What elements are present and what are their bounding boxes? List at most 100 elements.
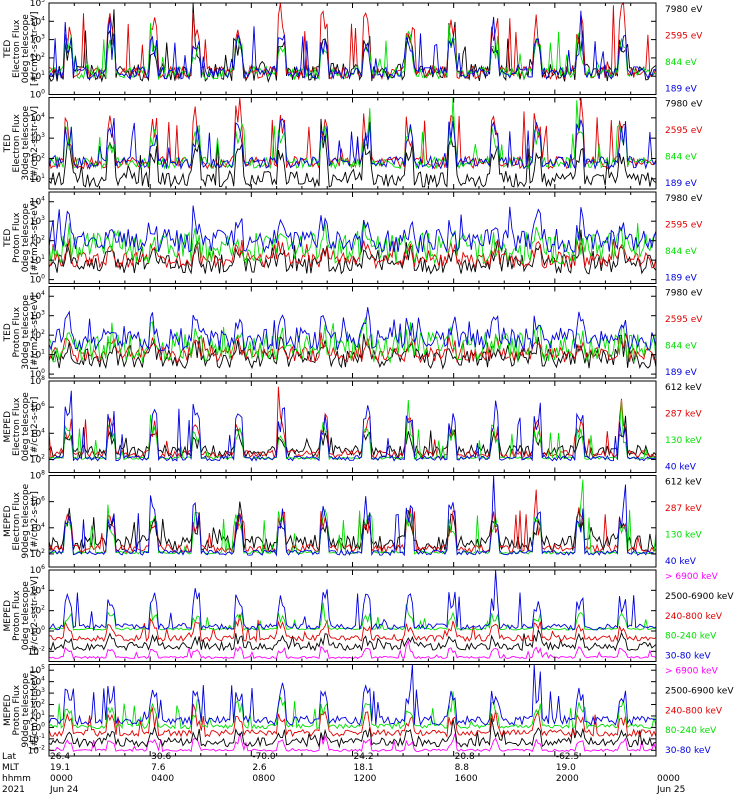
y-axis-label: MEPEDElectron Flux0deg telescope[#/cm2-s… — [3, 392, 40, 462]
footer-value: 19.1 — [50, 763, 70, 773]
footer-value: 1200 — [354, 774, 377, 784]
legend-entry: 189 eV — [665, 85, 698, 95]
y-axis-label: TEDElectron Flux0deg telescope[#/cm2-s-s… — [3, 11, 40, 86]
legend-entry: 30-80 keV — [665, 746, 711, 756]
y-tick-label: 108 — [30, 375, 45, 387]
legend-entry: 189 eV — [665, 274, 698, 284]
series-line — [48, 475, 657, 557]
legend-entry: 844 eV — [665, 247, 698, 257]
legend-entry: 844 eV — [665, 153, 698, 163]
plot-frame — [48, 191, 657, 284]
legend-entry: 287 keV — [665, 410, 702, 420]
series-line — [48, 691, 657, 730]
legend-entry: 612 keV — [665, 478, 702, 488]
legend-entry: 7980 eV — [665, 100, 703, 110]
y-axis-label: MEPEDProton Flux90deg telescope[#/cm2-s-… — [3, 671, 40, 750]
legend-entry: 30-80 keV — [665, 652, 711, 662]
legend-entry: 189 eV — [665, 368, 698, 378]
series-line — [48, 732, 657, 753]
legend-entry: 7980 eV — [665, 194, 703, 204]
footer-value: 2000 — [556, 774, 579, 784]
series-line — [48, 1, 657, 81]
legend-entry: > 6900 keV — [665, 667, 719, 677]
footer-value: 0400 — [151, 774, 174, 784]
legend-entry: 844 eV — [665, 58, 698, 68]
legend-entry: 2500-6900 keV — [665, 686, 734, 696]
series-line — [48, 10, 657, 81]
footer-value: 26.4 — [50, 752, 70, 762]
legend-entry: 240-800 keV — [665, 706, 723, 716]
legend-entry: 7980 eV — [665, 5, 703, 15]
footer-row-label: MLT — [2, 763, 20, 773]
series-line — [48, 332, 657, 364]
y-axis-label: TEDProton Flux0deg telescope[#/cm2-s-str… — [3, 200, 40, 275]
series-line — [48, 118, 657, 189]
footer-value: 20.8 — [455, 752, 475, 762]
y-axis-label: TEDElectron Flux30deg telescope[#/cm2-s-… — [3, 105, 40, 180]
y-tick-label: 100 — [30, 89, 45, 101]
y-tick-label: 105 — [30, 0, 45, 9]
legend-entry: 2595 eV — [665, 315, 703, 325]
legend-entry: > 6900 keV — [665, 572, 719, 582]
y-axis-label: MEPEDElectron Flux90deg telescope[#/cm2-… — [3, 483, 40, 558]
footer-value: 0000 — [657, 774, 680, 784]
y-axis-label: MEPEDProton Flux0deg telescope[#/cm2-s-s… — [3, 576, 40, 655]
series-line — [48, 664, 656, 727]
series-line — [48, 386, 657, 460]
legend-entry: 7980 eV — [665, 289, 703, 299]
y-tick-label: 108 — [30, 470, 45, 482]
legend-entry: 130 keV — [665, 531, 702, 541]
legend-entry: 40 keV — [665, 463, 697, 473]
series-line — [48, 569, 657, 632]
legend-entry: 240-800 keV — [665, 612, 723, 622]
legend-entry: 287 keV — [665, 504, 702, 514]
series-line — [48, 628, 657, 652]
footer-value: 8.8 — [455, 763, 470, 773]
footer-value: Jun 25 — [656, 785, 685, 795]
series-line — [48, 703, 657, 738]
legend-entry: 80-240 keV — [665, 726, 717, 736]
footer-value: -70.0 — [252, 752, 276, 762]
y-axis-label: TEDProton Flux30deg telescope[#/cm2-s-st… — [3, 294, 40, 369]
legend-entry: 80-240 keV — [665, 632, 717, 642]
series-line — [48, 229, 657, 275]
series-line — [48, 602, 657, 631]
plot-frame — [48, 569, 657, 662]
footer-value: 30.6 — [151, 752, 171, 762]
footer-row-label: hhmm — [2, 774, 31, 784]
y-tick-label: 106 — [30, 564, 45, 576]
legend-entry: 130 keV — [665, 436, 702, 446]
legend-entry: 2595 eV — [665, 126, 703, 136]
legend-entry: 189 eV — [665, 179, 698, 189]
legend-entry: 844 eV — [665, 342, 698, 352]
series-line — [48, 390, 657, 462]
footer-value: 1600 — [455, 774, 478, 784]
series-line — [48, 205, 657, 255]
legend-entry: 2595 eV — [665, 221, 703, 231]
legend-entry: 40 keV — [665, 557, 697, 567]
series-line — [48, 639, 657, 660]
footer-value: 18.1 — [354, 763, 374, 773]
legend-entry: 2500-6900 keV — [665, 592, 734, 602]
footer-value: 19.0 — [556, 763, 576, 773]
footer-value: 24.2 — [354, 752, 374, 762]
footer-value: Jun 24 — [49, 785, 79, 795]
footer-row-label: Lat — [2, 752, 17, 762]
footer-value: 0000 — [50, 774, 73, 784]
footer-value: 2.6 — [252, 763, 267, 773]
series-line — [48, 717, 657, 749]
legend-entry: 2595 eV — [665, 32, 703, 42]
series-line — [48, 614, 657, 643]
series-line — [48, 97, 657, 170]
footer-value: -62.5 — [556, 752, 579, 762]
footer-row-label: 2021 — [2, 785, 25, 795]
